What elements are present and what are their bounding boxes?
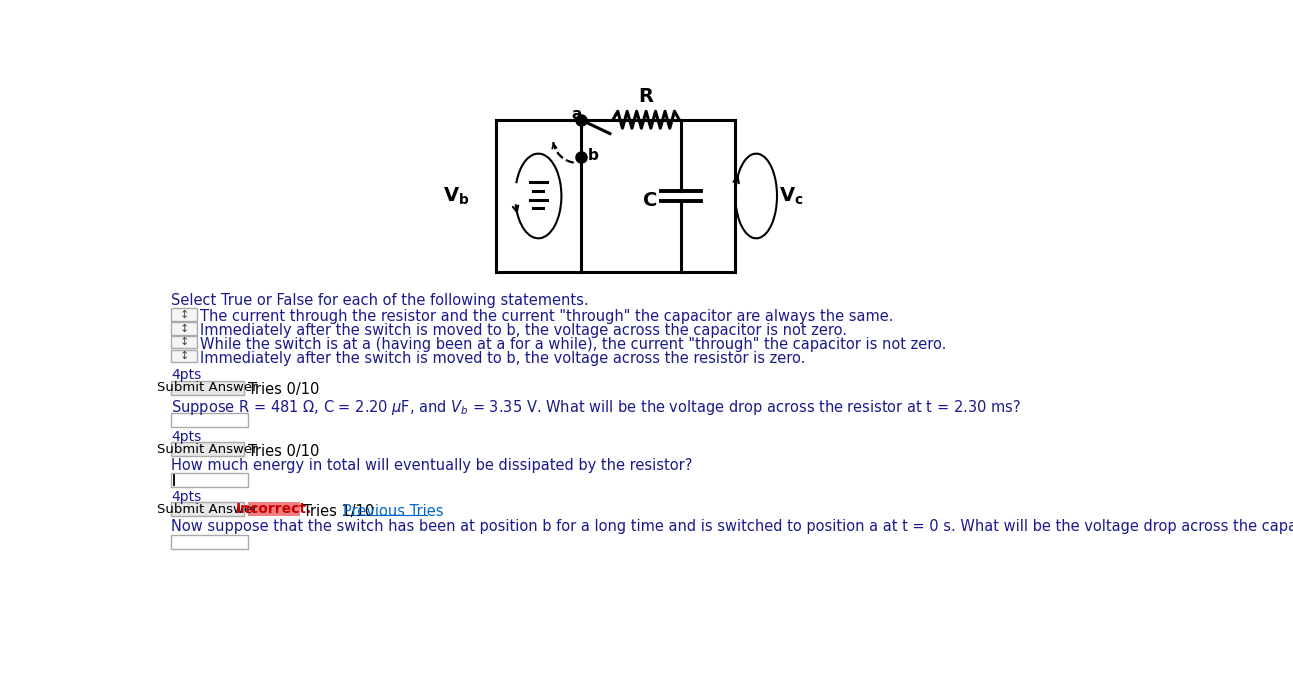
Text: Tries 0/10: Tries 0/10 bbox=[248, 444, 319, 459]
Text: Submit Answer: Submit Answer bbox=[158, 503, 257, 516]
Text: ↕: ↕ bbox=[180, 324, 189, 333]
Text: Immediately after the switch is moved to b, the voltage across the resistor is z: Immediately after the switch is moved to… bbox=[200, 351, 806, 366]
Text: 4pts: 4pts bbox=[171, 490, 202, 504]
Text: Tries 1/10: Tries 1/10 bbox=[304, 504, 375, 519]
Text: Tries 0/10: Tries 0/10 bbox=[248, 383, 319, 397]
Text: ↕: ↕ bbox=[180, 337, 189, 347]
FancyBboxPatch shape bbox=[171, 380, 244, 395]
Text: b: b bbox=[587, 148, 599, 162]
Text: Select True or False for each of the following statements.: Select True or False for each of the fol… bbox=[171, 293, 588, 308]
FancyBboxPatch shape bbox=[171, 535, 248, 548]
Text: Suppose R = 481 $\Omega$, C = 2.20 $\mu$F, and $V_b$ = 3.35 V. What will be the : Suppose R = 481 $\Omega$, C = 2.20 $\mu$… bbox=[171, 397, 1021, 417]
Text: Incorrect.: Incorrect. bbox=[237, 502, 313, 517]
FancyBboxPatch shape bbox=[171, 442, 244, 456]
Text: 4pts: 4pts bbox=[171, 430, 202, 444]
Text: The current through the resistor and the current "through" the capacitor are alw: The current through the resistor and the… bbox=[200, 309, 893, 324]
Text: While the switch is at a (having been at a for a while), the current "through" t: While the switch is at a (having been at… bbox=[200, 337, 946, 352]
Text: R: R bbox=[639, 87, 653, 106]
FancyBboxPatch shape bbox=[171, 309, 198, 321]
Text: ↕: ↕ bbox=[180, 351, 189, 361]
Text: Submit Answer: Submit Answer bbox=[158, 443, 257, 456]
FancyBboxPatch shape bbox=[171, 413, 248, 427]
Text: $\mathbf{V_c}$: $\mathbf{V_c}$ bbox=[780, 185, 804, 206]
Text: How much energy in total will eventually be dissipated by the resistor?: How much energy in total will eventually… bbox=[171, 458, 692, 473]
Text: C: C bbox=[643, 191, 657, 210]
FancyBboxPatch shape bbox=[171, 473, 248, 487]
FancyBboxPatch shape bbox=[171, 502, 244, 517]
Text: Submit Answer: Submit Answer bbox=[158, 381, 257, 394]
Text: ↕: ↕ bbox=[180, 309, 189, 320]
FancyBboxPatch shape bbox=[171, 350, 198, 362]
FancyBboxPatch shape bbox=[248, 502, 300, 517]
Text: $\mathbf{V_b}$: $\mathbf{V_b}$ bbox=[442, 185, 469, 206]
Text: Now suppose that the switch has been at position b for a long time and is switch: Now suppose that the switch has been at … bbox=[171, 519, 1293, 534]
Text: 4pts: 4pts bbox=[171, 368, 202, 383]
Text: Immediately after the switch is moved to b, the voltage across the capacitor is : Immediately after the switch is moved to… bbox=[200, 323, 847, 338]
FancyBboxPatch shape bbox=[171, 322, 198, 334]
Text: Previous Tries: Previous Tries bbox=[344, 504, 443, 519]
Text: a: a bbox=[572, 107, 582, 122]
FancyBboxPatch shape bbox=[171, 336, 198, 349]
